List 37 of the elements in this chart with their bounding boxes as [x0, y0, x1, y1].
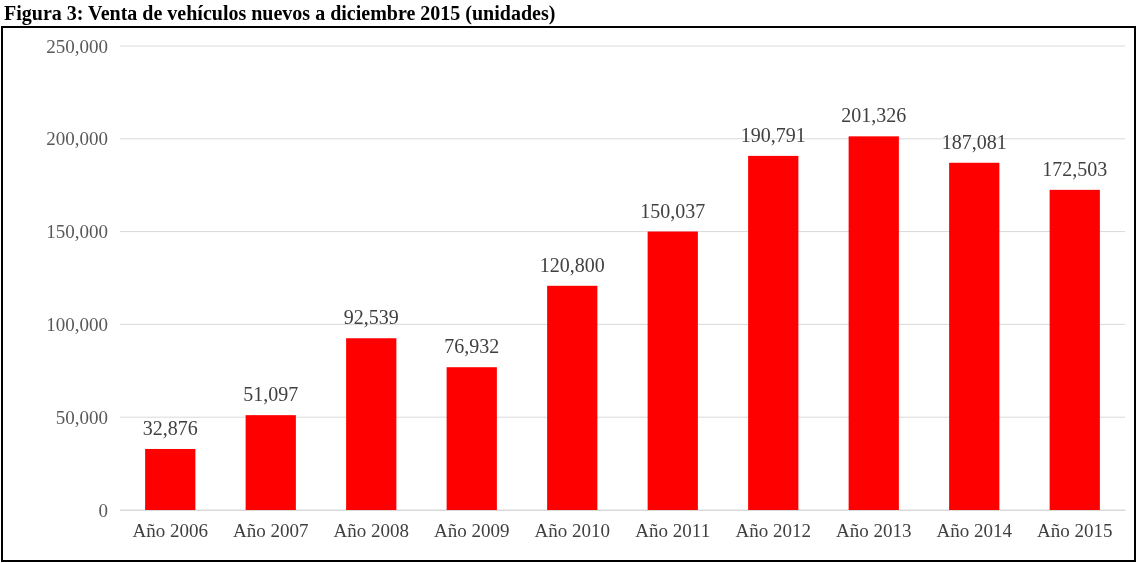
bar: [446, 367, 497, 510]
bar: [145, 448, 196, 510]
bar: [547, 285, 598, 510]
y-tick-label: 200,000: [46, 128, 108, 150]
data-label: 187,081: [941, 130, 1007, 153]
data-label: 120,800: [539, 253, 605, 276]
bar: [647, 231, 698, 510]
data-label: 172,503: [1042, 157, 1108, 180]
data-label: 190,791: [740, 123, 806, 146]
y-tick-label: 250,000: [46, 35, 108, 57]
y-tick-label: 150,000: [46, 221, 108, 243]
chart-title: Figura 3: Venta de vehículos nuevos a diciembre 2015 (unidades): [4, 2, 556, 25]
x-tick-label: Año 2008: [333, 520, 409, 542]
bar: [1049, 189, 1100, 510]
x-tick-label: Año 2006: [132, 520, 208, 542]
bar: [848, 136, 899, 510]
x-tick-label: Año 2013: [836, 520, 912, 542]
bar: [245, 415, 296, 510]
x-tick-label: Año 2011: [635, 520, 711, 542]
x-tick-label: Año 2012: [735, 520, 811, 542]
bar: [346, 338, 397, 510]
y-tick-label: 50,000: [55, 406, 108, 428]
y-tick-label: 100,000: [46, 313, 108, 335]
bar: [748, 155, 799, 510]
data-label: 92,539: [343, 306, 399, 329]
data-label: 150,037: [640, 199, 706, 222]
x-tick-label: Año 2010: [534, 520, 610, 542]
y-tick-label: 0: [98, 499, 108, 521]
data-label: 32,876: [142, 416, 198, 439]
data-label: 76,932: [444, 335, 500, 358]
x-tick-label: Año 2014: [936, 520, 1013, 542]
bar: [949, 162, 1000, 510]
x-tick-label: Año 2015: [1037, 520, 1113, 542]
x-tick-label: Año 2009: [434, 520, 510, 542]
data-label: 51,097: [243, 383, 299, 406]
x-tick-label: Año 2007: [233, 520, 309, 542]
data-label: 201,326: [841, 104, 907, 127]
